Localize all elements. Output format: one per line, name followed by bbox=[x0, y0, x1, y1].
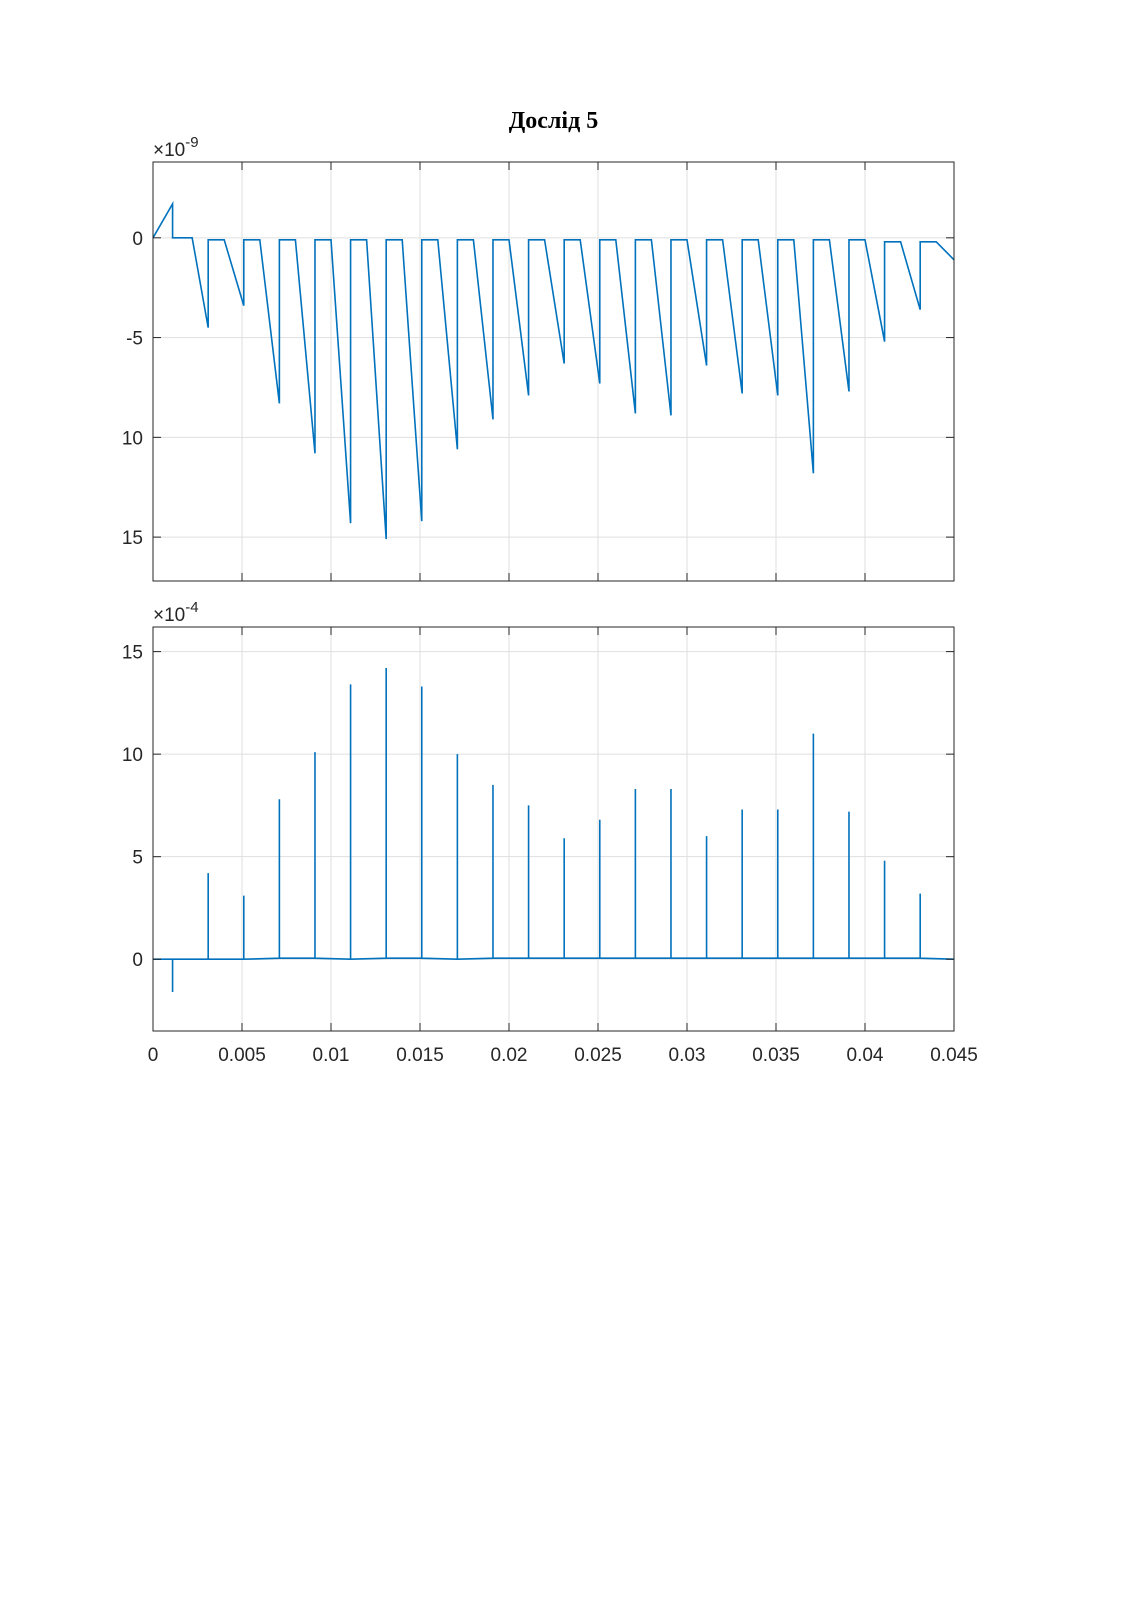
x-tick-label: 0.02 bbox=[491, 1045, 528, 1066]
y-tick-label: 0 bbox=[132, 950, 143, 971]
series-line-1 bbox=[153, 668, 955, 993]
plot-area bbox=[153, 627, 954, 1031]
x-tick-label: 0 bbox=[148, 1045, 159, 1066]
y-exponent-label: ×10-4 bbox=[153, 599, 199, 626]
x-tick-label: 0.03 bbox=[669, 1045, 706, 1066]
series-line-1 bbox=[152, 200, 955, 540]
y-tick-label: 15 bbox=[122, 643, 143, 664]
y-tick-label: 0 bbox=[132, 229, 143, 250]
x-tick-label: 0.01 bbox=[313, 1045, 350, 1066]
x-tick-label: 0.045 bbox=[930, 1045, 978, 1066]
y-tick-label: 10 bbox=[122, 428, 143, 449]
x-tick-label: 0.035 bbox=[752, 1045, 800, 1066]
x-tick-label: 0.025 bbox=[574, 1045, 622, 1066]
y-tick-label: 10 bbox=[122, 745, 143, 766]
plot-2: 0 5 10 15 0 0.005 0.01 0.015 0.02 0.025 0.03 0.035 0… bbox=[122, 599, 978, 1066]
plot-1: 0 -5 10 15 ×10-9 bbox=[122, 134, 955, 582]
page-title: Дослід 5 bbox=[508, 108, 599, 134]
plot-area bbox=[153, 162, 954, 581]
axes-frame bbox=[152, 161, 955, 582]
x-tick-label: 0.04 bbox=[847, 1045, 884, 1066]
y-exponent-label: ×10-9 bbox=[153, 134, 199, 161]
y-tick-label: -5 bbox=[126, 329, 143, 350]
y-tick-label: 15 bbox=[122, 528, 143, 549]
x-tick-label: 0.005 bbox=[218, 1045, 266, 1066]
x-tick-label: 0.015 bbox=[396, 1045, 444, 1066]
y-tick-label: 5 bbox=[132, 848, 143, 869]
axes-frame bbox=[152, 626, 955, 1032]
